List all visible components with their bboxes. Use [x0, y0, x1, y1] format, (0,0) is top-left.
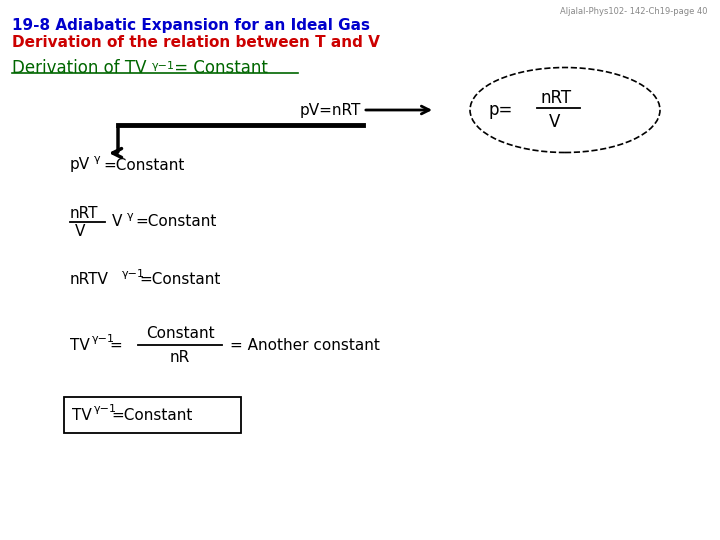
Text: nRT: nRT — [70, 206, 99, 220]
Text: = Constant: = Constant — [169, 59, 268, 77]
FancyBboxPatch shape — [64, 397, 241, 433]
Text: γ−1: γ−1 — [122, 269, 145, 279]
Text: TV: TV — [72, 408, 91, 422]
Text: γ−1: γ−1 — [92, 334, 115, 344]
Text: V: V — [75, 225, 86, 240]
Text: γ: γ — [94, 154, 101, 164]
Text: 19-8 Adiabatic Expansion for an Ideal Gas: 19-8 Adiabatic Expansion for an Ideal Ga… — [12, 18, 370, 33]
Text: =Constant: =Constant — [111, 408, 192, 422]
Text: = Another constant: = Another constant — [230, 338, 380, 353]
Text: Constant: Constant — [145, 327, 215, 341]
Text: V: V — [549, 113, 560, 131]
Text: =Constant: =Constant — [103, 158, 184, 172]
Text: nR: nR — [170, 350, 190, 366]
Text: TV: TV — [70, 338, 90, 353]
Text: =: = — [109, 338, 122, 353]
Text: nRTV: nRTV — [70, 273, 109, 287]
Text: =Constant: =Constant — [139, 273, 220, 287]
Text: V: V — [112, 214, 122, 230]
Text: γ: γ — [127, 211, 134, 221]
Text: γ−1: γ−1 — [152, 61, 175, 71]
Text: pV: pV — [70, 158, 90, 172]
Text: p=: p= — [488, 101, 513, 119]
Text: =Constant: =Constant — [135, 214, 217, 230]
Text: Aljalal-Phys102- 142-Ch19-page 40: Aljalal-Phys102- 142-Ch19-page 40 — [560, 7, 708, 16]
Text: Derivation of the relation between T and V: Derivation of the relation between T and… — [12, 35, 380, 50]
Text: pV=nRT: pV=nRT — [300, 103, 361, 118]
Text: Derivation of TV: Derivation of TV — [12, 59, 146, 77]
Text: nRT: nRT — [540, 89, 571, 107]
Text: γ−1: γ−1 — [94, 404, 117, 414]
